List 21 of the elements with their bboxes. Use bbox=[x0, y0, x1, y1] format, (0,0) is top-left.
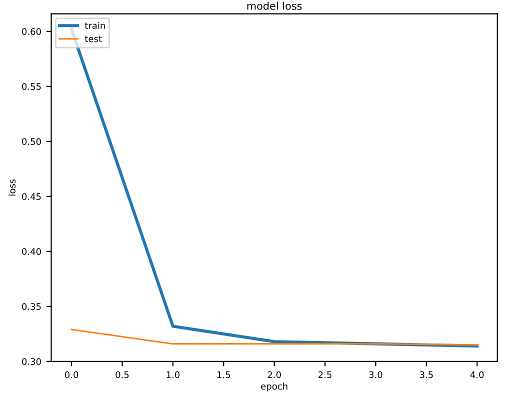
x-tick-label: 2.0 bbox=[268, 371, 281, 378]
y-tick-label: 0.45 bbox=[22, 193, 41, 200]
x-tick-label: 0.0 bbox=[64, 371, 78, 378]
y-tick-label: 0.55 bbox=[22, 83, 41, 90]
y-tick-label: 0.30 bbox=[22, 358, 41, 365]
x-tick-label: 3.0 bbox=[369, 371, 382, 378]
legend-label: test bbox=[84, 36, 102, 42]
x-axis-title: epoch bbox=[261, 382, 288, 392]
y-tick-label: 0.50 bbox=[22, 138, 41, 145]
x-tick-label: 0.5 bbox=[116, 371, 129, 378]
x-tick-label: 4.0 bbox=[470, 371, 484, 378]
x-tick-label: 2.5 bbox=[318, 371, 332, 378]
y-tick-label: 0.60 bbox=[22, 28, 41, 35]
y-axis-title: loss bbox=[8, 179, 16, 196]
x-tick-label: 3.5 bbox=[420, 371, 433, 378]
chart-title: model loss bbox=[247, 2, 302, 10]
x-tick-label: 1.5 bbox=[217, 371, 230, 378]
x-tick-label: 1.0 bbox=[166, 371, 180, 378]
y-tick-label: 0.40 bbox=[22, 248, 41, 255]
y-tick-label: 0.35 bbox=[22, 303, 41, 310]
legend-label: train bbox=[84, 22, 105, 29]
